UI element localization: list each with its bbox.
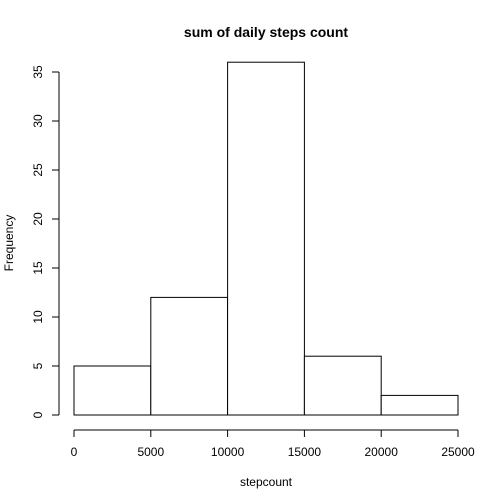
histogram-bar-1 [150, 296, 229, 416]
histogram-bar-2 [227, 61, 305, 416]
x-tick-label-5: 25000 [441, 445, 475, 459]
y-tick-label-2: 10 [31, 310, 45, 324]
bars-group [73, 61, 459, 416]
y-axis: 0 5 10 15 20 25 30 35 [31, 65, 60, 418]
y-tick-label-0: 0 [31, 411, 45, 418]
y-axis-label: Frequency [2, 215, 16, 272]
y-tick-label-1: 5 [31, 362, 45, 369]
x-tick-label-3: 15000 [288, 445, 322, 459]
x-tick-label-4: 20000 [365, 445, 399, 459]
y-tick-label-5: 25 [31, 163, 45, 177]
x-tick-label-0: 0 [71, 445, 78, 459]
histogram-bar-3 [303, 355, 382, 416]
chart-title: sum of daily steps count [184, 24, 348, 40]
histogram-bar-0 [73, 365, 152, 416]
x-axis-label: stepcount [240, 475, 293, 489]
y-tick-label-7: 35 [31, 65, 45, 79]
y-tick-label-4: 20 [31, 212, 45, 226]
y-tick-label-3: 15 [31, 261, 45, 275]
x-tick-label-2: 10000 [211, 445, 245, 459]
x-axis: 0 5000 10000 15000 20000 25000 [71, 429, 475, 459]
histogram-bar-4 [380, 394, 459, 416]
y-tick-label-6: 30 [31, 114, 45, 128]
x-tick-label-1: 5000 [137, 445, 164, 459]
